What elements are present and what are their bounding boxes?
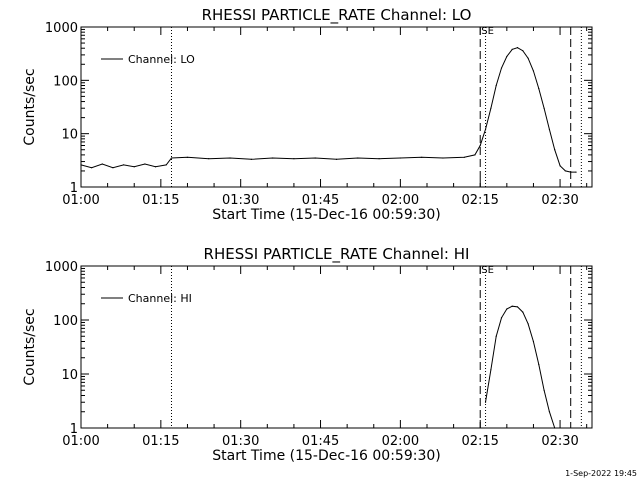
data-point <box>474 154 476 156</box>
data-point <box>165 164 167 166</box>
data-point <box>506 308 508 310</box>
data-point <box>490 107 492 109</box>
marker-label: SE <box>481 26 494 37</box>
y-tick-label: 10 <box>61 128 78 143</box>
data-point <box>154 166 157 168</box>
y-tick-label: 100 <box>53 314 78 329</box>
data-point <box>144 163 146 165</box>
data-point <box>293 158 295 160</box>
data-point <box>543 389 545 391</box>
chart-panel-2: RHESSI PARTICLE_RATE Channel: HI 1 10 100 10… <box>22 245 593 464</box>
data-point <box>548 411 551 413</box>
data-point <box>91 167 93 169</box>
x-tick-label: 01:00 <box>62 434 99 449</box>
data-point <box>538 87 540 90</box>
data-point <box>538 363 540 366</box>
data-point <box>208 158 210 160</box>
data-point <box>490 369 492 371</box>
y-tick-label: 1000 <box>45 260 78 275</box>
data-point <box>442 157 444 159</box>
data-point <box>511 48 513 51</box>
data-point <box>335 158 338 160</box>
data-point <box>532 70 535 72</box>
plot-frame <box>80 26 593 188</box>
x-tick-label: 02:30 <box>541 434 578 449</box>
y-tick-label: 1 <box>70 181 78 196</box>
plot-frame <box>80 265 593 429</box>
x-axis-label: Start Time (15-Dec-16 00:59:30) <box>212 207 440 223</box>
x-tick-label: 01:15 <box>142 193 179 208</box>
x-tick-label: 02:00 <box>382 434 419 449</box>
legend-entry: Channel: LO <box>128 53 195 66</box>
y-tick-label: 1000 <box>45 21 78 36</box>
data-point <box>101 163 103 165</box>
y-axis-label: Counts/sec <box>22 68 38 145</box>
legend-entry: Channel: HI <box>128 292 192 305</box>
data-point <box>570 171 572 173</box>
data-point <box>484 128 487 131</box>
data-point <box>357 157 359 159</box>
data-point <box>186 156 189 158</box>
data-point <box>527 57 529 59</box>
data-point <box>479 144 481 147</box>
y-axis-label: Counts/sec <box>22 308 38 385</box>
data-point <box>378 158 380 160</box>
x-tick-label: 01:45 <box>302 193 339 208</box>
x-tick-label: 02:30 <box>541 193 578 208</box>
data-point <box>564 170 566 172</box>
y-tick-label: 1 <box>70 422 78 437</box>
data-point <box>511 305 513 307</box>
data-point <box>575 171 577 173</box>
chart-title: RHESSI PARTICLE_RATE Channel: HI <box>204 245 470 264</box>
chart-title: RHESSI PARTICLE_RATE Channel: LO <box>202 6 472 25</box>
data-point <box>484 401 487 403</box>
data-point <box>272 157 274 159</box>
data-point <box>522 311 524 313</box>
series-line-channel-lo <box>80 47 576 173</box>
data-point <box>170 157 173 159</box>
x-tick-label: 01:45 <box>302 434 339 449</box>
x-tick-label: 02:00 <box>382 193 419 208</box>
data-point <box>122 164 125 166</box>
data-point <box>548 128 551 131</box>
chart-panel-1: RHESSI PARTICLE_RATE Channel: LO 1 10 100 10… <box>22 6 593 223</box>
data-point <box>559 165 561 167</box>
data-point <box>421 156 423 158</box>
data-point <box>399 157 401 159</box>
data-point <box>229 157 231 159</box>
data-point <box>516 306 519 308</box>
y-tick-label: 10 <box>61 368 78 383</box>
data-point <box>112 167 114 169</box>
x-tick-label: 01:00 <box>62 193 99 208</box>
data-point <box>527 323 529 325</box>
data-point <box>554 149 556 151</box>
data-point <box>495 335 497 337</box>
data-point <box>500 317 503 319</box>
data-point <box>250 158 252 160</box>
generation-timestamp: 1-Sep-2022 19:45 <box>565 469 637 478</box>
x-tick-label: 01:15 <box>142 434 179 449</box>
data-point <box>133 166 135 168</box>
series-line-channel-hi <box>485 305 556 429</box>
data-point <box>532 340 535 343</box>
x-tick-label: 01:30 <box>222 434 259 449</box>
data-point <box>516 47 519 49</box>
data-point <box>495 84 497 87</box>
data-point <box>80 164 82 166</box>
data-point <box>506 55 508 58</box>
data-point <box>463 156 465 158</box>
data-point <box>522 50 524 52</box>
x-tick-label: 02:15 <box>461 193 498 208</box>
x-tick-label: 02:15 <box>461 434 498 449</box>
data-point <box>554 427 556 429</box>
x-tick-label: 01:30 <box>222 193 259 208</box>
x-axis-label: Start Time (15-Dec-16 00:59:30) <box>212 448 440 464</box>
marker-label: SE <box>481 265 494 276</box>
y-tick-label: 100 <box>53 74 78 89</box>
data-point <box>314 157 316 159</box>
data-point <box>543 107 545 109</box>
data-point <box>500 67 503 69</box>
